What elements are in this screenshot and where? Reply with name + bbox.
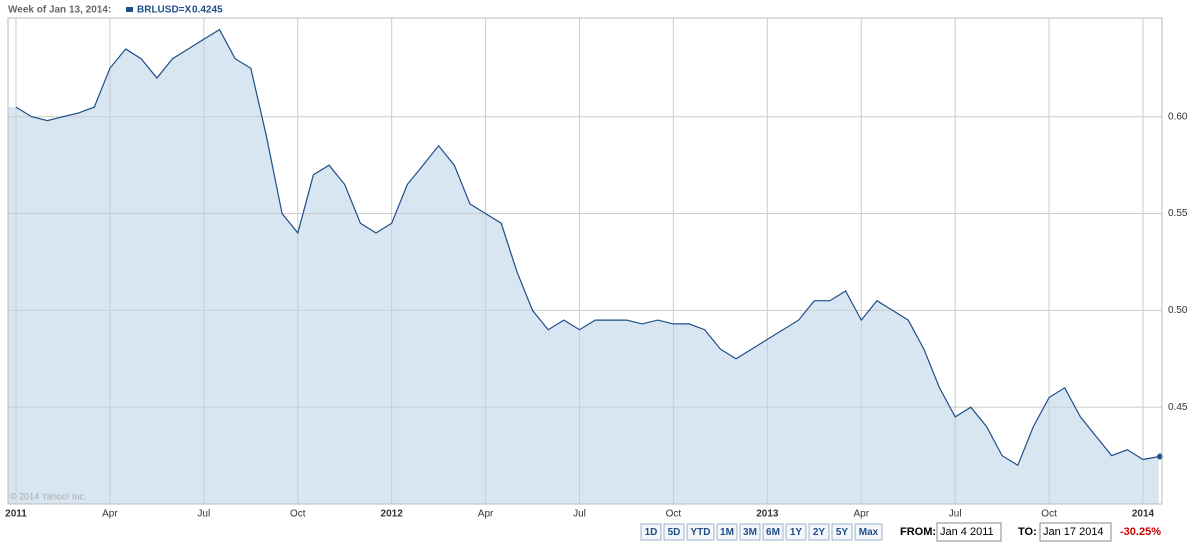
- to-value: Jan 17 2014: [1043, 526, 1104, 538]
- to-input[interactable]: [1039, 522, 1112, 542]
- x-tick-label: 2012: [381, 509, 404, 520]
- x-tick-label: 2013: [756, 509, 779, 520]
- range-button-label: 3M: [743, 527, 757, 538]
- range-button-label: YTD: [691, 527, 711, 538]
- x-tick-label: 2014: [1132, 509, 1155, 520]
- range-button-label: 1Y: [790, 527, 803, 538]
- x-tick-label: Jul: [949, 509, 962, 520]
- from-label: FROM:: [900, 526, 936, 538]
- legend-label: BRLUSD=X: [137, 5, 192, 16]
- x-tick-label: Oct: [666, 509, 682, 520]
- range-button[interactable]: [663, 523, 685, 541]
- range-button[interactable]: [762, 523, 784, 541]
- y-tick-label: 0.55: [1168, 208, 1188, 219]
- x-tick-label: Apr: [853, 509, 869, 520]
- credit: © 2014 Yahoo! Inc.: [10, 491, 86, 501]
- x-tick-label: Apr: [102, 509, 118, 520]
- area: [8, 29, 1159, 504]
- range-button[interactable]: [739, 523, 761, 541]
- line: [15, 28, 1159, 467]
- y-tick-label: 0.45: [1168, 402, 1188, 413]
- plot-border: [7, 17, 1163, 505]
- range-button[interactable]: [640, 523, 662, 541]
- range-button[interactable]: [716, 523, 738, 541]
- range-button[interactable]: [686, 523, 715, 541]
- from-value: Jan 4 2011: [940, 526, 994, 538]
- x-tick-label: Jul: [197, 509, 210, 520]
- range-button[interactable]: [785, 523, 807, 541]
- range-button-label: 5D: [668, 527, 681, 538]
- change: -30.25%: [1120, 526, 1161, 538]
- x-tick-label: Jul: [573, 509, 586, 520]
- range-button-label: 5Y: [836, 527, 849, 538]
- x-tick-label: Oct: [290, 509, 306, 520]
- range-button[interactable]: [808, 523, 830, 541]
- range-button-label: 2Y: [813, 527, 826, 538]
- legend-value: 0.4245: [192, 5, 223, 16]
- y-tick-label: 0.60: [1168, 111, 1188, 122]
- header-label: Week of Jan 13, 2014:: [8, 5, 111, 16]
- range-button-label: 1D: [645, 527, 658, 538]
- range-button[interactable]: [831, 523, 853, 541]
- range-button-label: 6M: [766, 527, 780, 538]
- x-tick-label: Oct: [1041, 509, 1057, 520]
- y-tick-label: 0.50: [1168, 305, 1188, 316]
- range-button-label: Max: [859, 527, 879, 538]
- range-button[interactable]: [854, 523, 883, 541]
- legend-swatch: [126, 7, 133, 12]
- controls: 1D 5D YTD 1M 3M 6M 1Y 2Y 5Y Max FROM: Jan 4 2011 TO:…: [640, 522, 1161, 542]
- x-tick-label: 2011: [5, 509, 27, 520]
- from-input[interactable]: [936, 522, 1002, 542]
- range-button-label: 1M: [720, 527, 734, 538]
- to-label: TO:: [1018, 526, 1037, 538]
- x-tick-label: Apr: [478, 509, 494, 520]
